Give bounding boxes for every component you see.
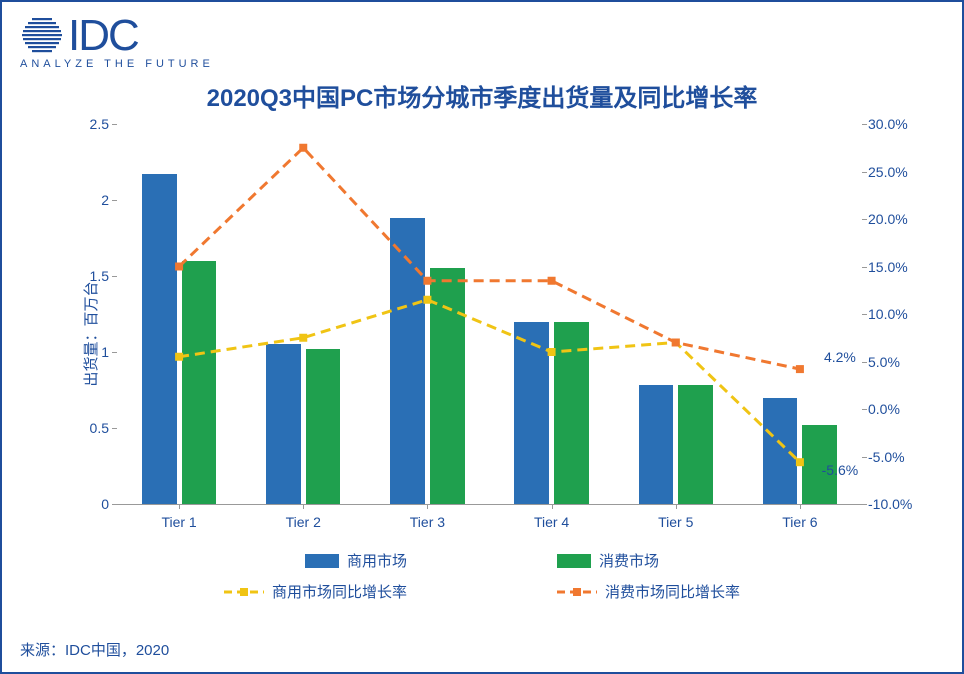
line-end-label: 4.2% bbox=[824, 349, 856, 365]
idc-logo-text: IDC bbox=[68, 14, 138, 58]
legend-label: 消费市场 bbox=[599, 550, 659, 571]
y-tick-left: 2.5 bbox=[81, 116, 109, 132]
y-tick-left: 0.5 bbox=[81, 420, 109, 436]
legend-swatch bbox=[557, 554, 591, 568]
legend-label: 商用市场 bbox=[347, 550, 407, 571]
y-tick-right: 25.0% bbox=[868, 164, 928, 180]
source-text: 来源：IDC中国，2020 bbox=[20, 639, 169, 660]
y-tick-right: 5.0% bbox=[868, 354, 928, 370]
plot-region: 00.511.522.5-10.0%-5.0%0.0%5.0%10.0%15.0… bbox=[117, 124, 862, 504]
legend-item: 消费市场 bbox=[557, 550, 659, 571]
y-tick-right: 10.0% bbox=[868, 306, 928, 322]
y-tick-right: -10.0% bbox=[868, 496, 928, 512]
y-tick-left: 1.5 bbox=[81, 268, 109, 284]
line-end-label: -5.6% bbox=[822, 462, 859, 478]
y-tick-left: 0 bbox=[81, 496, 109, 512]
line-overlay bbox=[117, 124, 862, 504]
y-tick-left: 2 bbox=[81, 192, 109, 208]
chart-container: IDC ANALYZE THE FUTURE 2020Q3中国PC市场分城市季度… bbox=[0, 0, 964, 674]
legend-swatch bbox=[305, 554, 339, 568]
legend-line-swatch bbox=[224, 585, 264, 599]
idc-logo: IDC bbox=[20, 14, 138, 58]
legend-item: 商用市场 bbox=[305, 550, 407, 571]
chart-area: 出货量：百万台 00.511.522.5-10.0%-5.0%0.0%5.0%1… bbox=[32, 124, 932, 544]
y-tick-left: 1 bbox=[81, 344, 109, 360]
y-tick-right: 30.0% bbox=[868, 116, 928, 132]
legend-line-swatch bbox=[557, 585, 597, 599]
y-tick-right: 15.0% bbox=[868, 259, 928, 275]
idc-logo-mark bbox=[20, 16, 64, 56]
chart-legend: 商用市场 消费市场商用市场同比增长率 消费市场同比增长率 bbox=[2, 550, 962, 602]
legend-item: 商用市场同比增长率 bbox=[224, 581, 407, 602]
legend-label: 消费市场同比增长率 bbox=[605, 581, 740, 602]
y-tick-right: 20.0% bbox=[868, 211, 928, 227]
y-axis-label-left: 出货量：百万台 bbox=[80, 281, 101, 386]
y-tick-right: -5.0% bbox=[868, 449, 928, 465]
legend-label: 商用市场同比增长率 bbox=[272, 581, 407, 602]
y-tick-right: 0.0% bbox=[868, 401, 928, 417]
idc-tagline: ANALYZE THE FUTURE bbox=[20, 58, 214, 70]
legend-item: 消费市场同比增长率 bbox=[557, 581, 740, 602]
chart-title: 2020Q3中国PC市场分城市季度出货量及同比增长率 bbox=[2, 78, 962, 113]
